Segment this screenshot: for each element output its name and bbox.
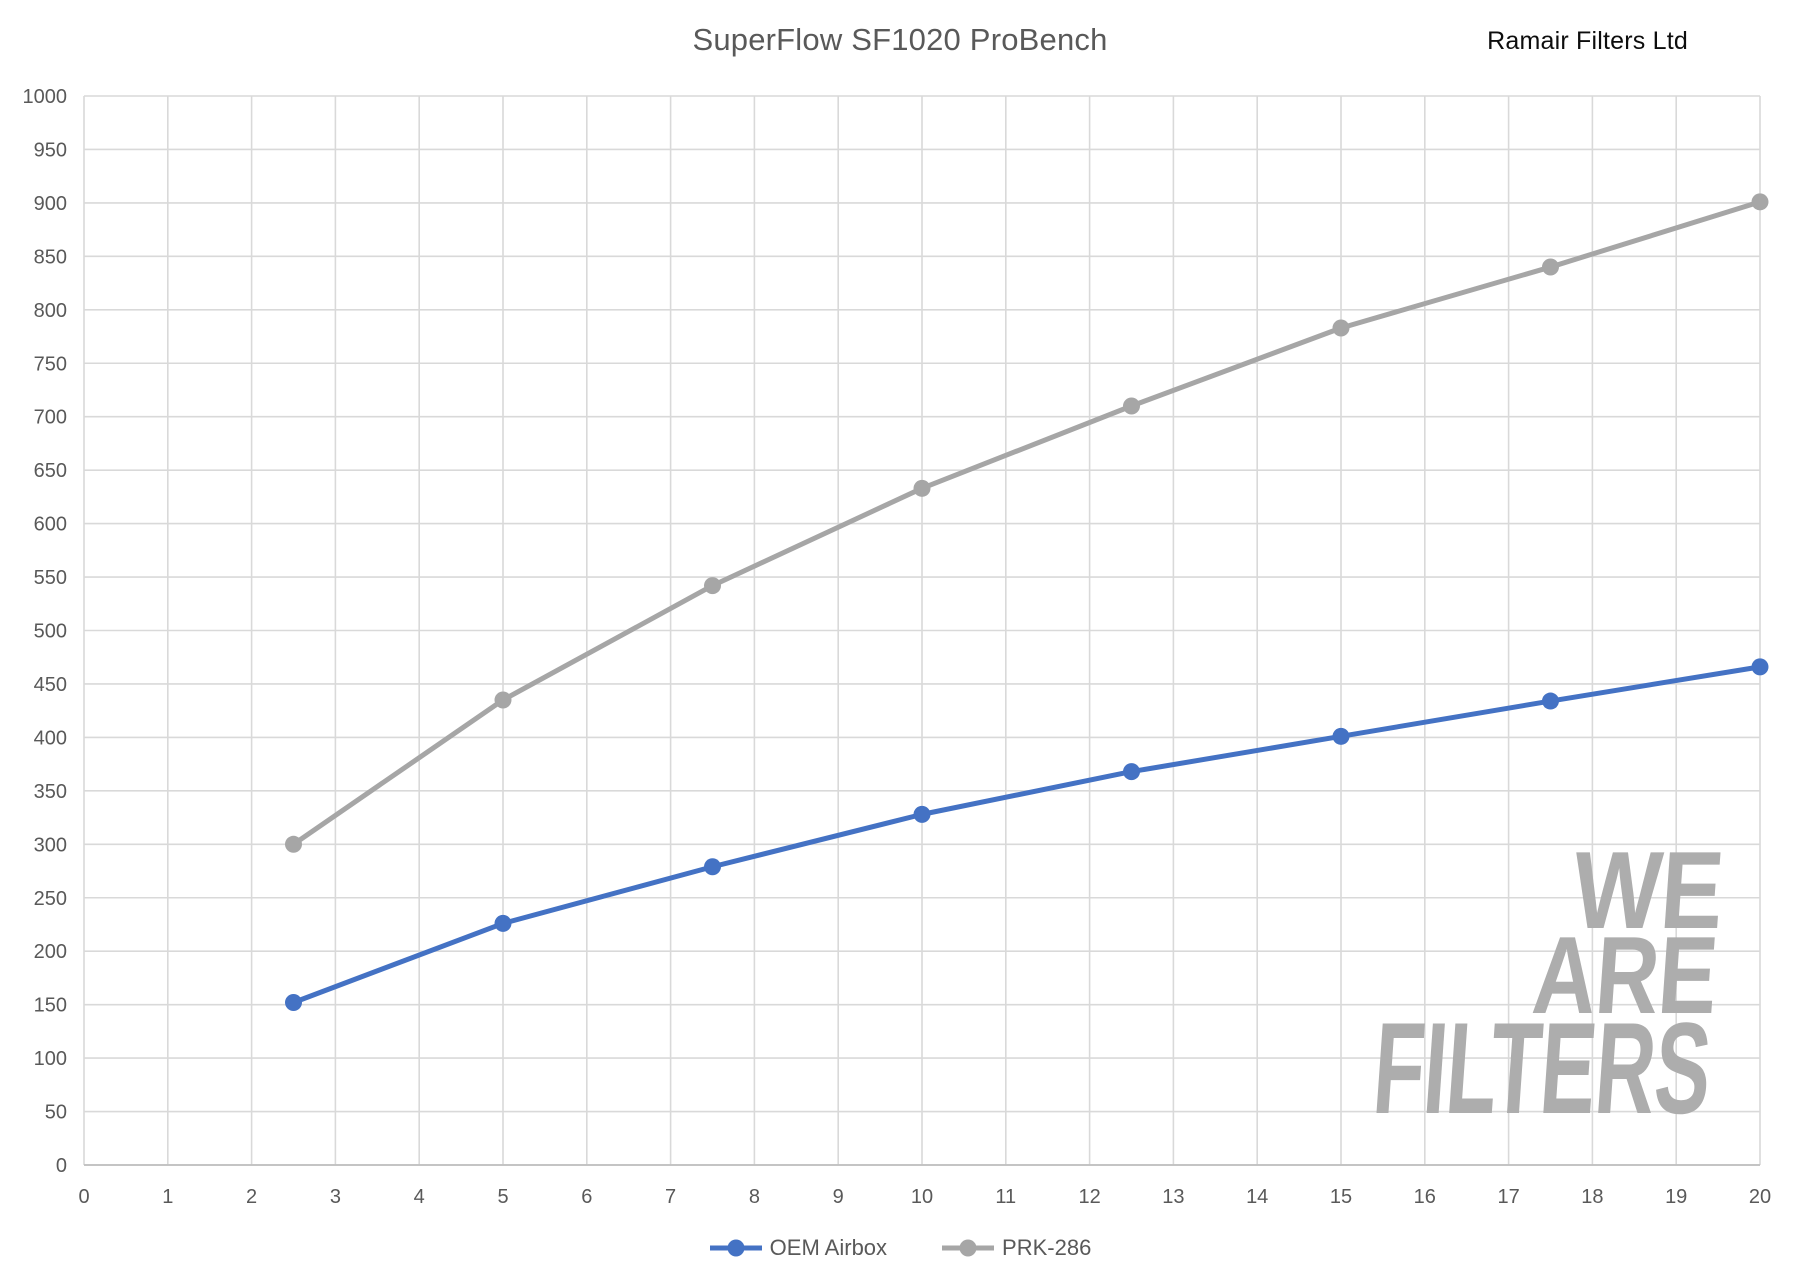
x-tick-label: 0 xyxy=(78,1186,89,1208)
x-tick-label: 9 xyxy=(833,1186,844,1208)
data-point-marker xyxy=(1332,319,1350,337)
y-tick-label: 100 xyxy=(34,1048,67,1070)
legend-item-oem-airbox: OEM Airbox xyxy=(709,1235,887,1261)
y-tick-label: 400 xyxy=(34,727,67,749)
x-tick-label: 6 xyxy=(581,1186,592,1208)
y-tick-label: 0 xyxy=(56,1155,67,1177)
x-tick-label: 19 xyxy=(1665,1186,1687,1208)
chart-legend: OEM Airbox PRK-286 xyxy=(0,1231,1800,1265)
data-point-marker xyxy=(913,805,931,823)
legend-label-oem-airbox: OEM Airbox xyxy=(769,1235,888,1260)
legend-marker-oem-airbox xyxy=(709,1239,762,1257)
x-tick-label: 5 xyxy=(497,1186,508,1208)
x-tick-label: 14 xyxy=(1246,1186,1268,1208)
y-tick-label: 900 xyxy=(34,193,67,215)
data-point-marker xyxy=(1751,193,1769,211)
legend-label-prk-286: PRK-286 xyxy=(1002,1235,1092,1260)
chart-title: SuperFlow SF1020 ProBench xyxy=(692,22,1108,57)
y-tick-label: 550 xyxy=(34,567,67,589)
x-tick-label: 15 xyxy=(1330,1186,1352,1208)
x-tick-label: 18 xyxy=(1581,1186,1603,1208)
data-point-marker xyxy=(494,691,512,709)
y-tick-label: 1000 xyxy=(23,86,68,108)
x-tick-label: 16 xyxy=(1414,1186,1436,1208)
data-point-marker xyxy=(913,479,931,497)
data-point-marker xyxy=(285,835,302,853)
brand-label: Ramair Filters Ltd xyxy=(1487,27,1688,55)
y-tick-label: 50 xyxy=(45,1102,67,1124)
y-tick-label: 250 xyxy=(34,888,67,910)
data-point-marker xyxy=(1332,727,1350,745)
series-line-0 xyxy=(291,664,1763,1006)
y-tick-label: 950 xyxy=(34,139,67,161)
legend-item-prk-286: PRK-286 xyxy=(941,1235,1091,1261)
x-tick-label: 3 xyxy=(330,1186,341,1208)
data-point-marker xyxy=(1542,692,1559,710)
x-tick-label: 20 xyxy=(1749,1186,1771,1208)
x-tick-label: 12 xyxy=(1078,1186,1100,1208)
x-tick-label: 1 xyxy=(162,1186,173,1208)
y-tick-label: 150 xyxy=(34,995,67,1017)
y-tick-label: 200 xyxy=(34,941,67,963)
watermark-line-3: FILTERS xyxy=(1368,995,1716,1141)
series-line-1 xyxy=(291,199,1763,847)
x-tick-label: 17 xyxy=(1497,1186,1519,1208)
data-point-marker xyxy=(1123,763,1140,781)
y-tick-label: 700 xyxy=(34,407,67,429)
data-point-marker xyxy=(704,858,721,876)
data-point-marker xyxy=(1542,258,1559,276)
data-point-marker xyxy=(704,577,721,595)
y-tick-label: 650 xyxy=(34,460,67,482)
watermark-logo: WE ARE FILTERS xyxy=(1182,829,1727,1141)
y-tick-label: 750 xyxy=(34,353,67,375)
y-tick-label: 800 xyxy=(34,300,67,322)
data-point-marker xyxy=(494,914,512,932)
data-point-marker xyxy=(1123,397,1140,415)
y-tick-label: 300 xyxy=(34,834,67,856)
y-tick-label: 850 xyxy=(34,246,67,268)
data-point-marker xyxy=(285,994,302,1012)
y-tick-label: 500 xyxy=(34,621,67,643)
y-tick-label: 600 xyxy=(34,514,67,536)
x-tick-label: 2 xyxy=(246,1186,257,1208)
x-tick-label: 10 xyxy=(911,1186,933,1208)
data-point-marker xyxy=(1751,658,1769,676)
legend-marker-prk-286 xyxy=(942,1239,995,1257)
x-tick-label: 11 xyxy=(995,1186,1016,1208)
x-tick-label: 4 xyxy=(414,1186,425,1208)
x-tick-label: 13 xyxy=(1162,1186,1184,1208)
y-tick-label: 450 xyxy=(34,674,67,696)
y-tick-label: 350 xyxy=(34,781,67,803)
x-tick-label: 7 xyxy=(665,1186,676,1208)
x-tick-label: 8 xyxy=(749,1186,760,1208)
